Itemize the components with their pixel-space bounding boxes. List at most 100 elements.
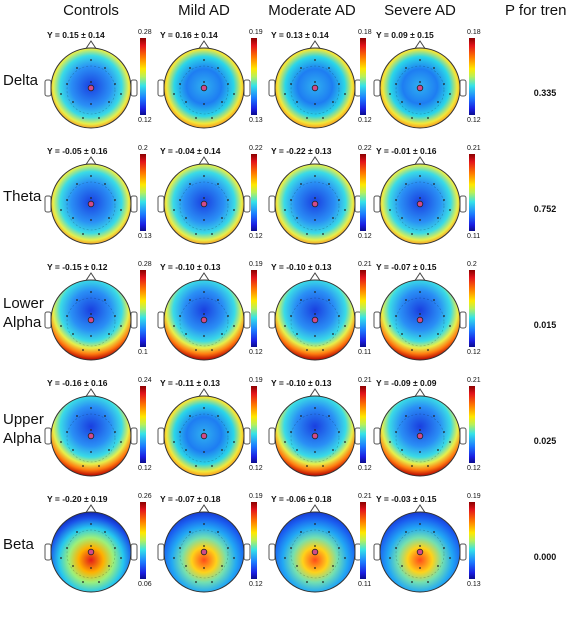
center-marker-icon — [200, 84, 208, 92]
y-statistic: Y = -0.04 ± 0.14 — [160, 146, 221, 156]
center-marker-icon — [416, 316, 424, 324]
contour-line — [395, 65, 445, 115]
electrode-dot — [306, 233, 308, 235]
electrode-dot — [114, 431, 116, 433]
contour-line — [395, 181, 445, 231]
colorbar-min: 0.12 — [249, 465, 263, 472]
colorbar-max: 0.21 — [358, 377, 372, 384]
electrode-dot — [306, 581, 308, 583]
colorbar — [140, 38, 146, 115]
electrode-dot — [66, 83, 68, 85]
left-ear-icon — [268, 311, 276, 329]
y-statistic: Y = -0.07 ± 0.15 — [376, 262, 437, 272]
left-ear-icon — [44, 79, 52, 97]
center-marker-icon — [416, 200, 424, 208]
nose-icon — [413, 388, 427, 399]
right-ear-icon — [130, 543, 138, 561]
electrode-dot — [66, 199, 68, 201]
electrode-dot — [195, 349, 197, 351]
electrode-dot — [411, 233, 413, 235]
electrode-dot — [233, 325, 235, 327]
scalp-topography-map — [268, 388, 362, 477]
colorbar-min: 0.11 — [358, 581, 372, 588]
center-marker-icon — [200, 200, 208, 208]
colorbar-max: 0.21 — [358, 493, 372, 500]
electrode-dot — [203, 429, 205, 431]
electrode-dot — [104, 299, 106, 301]
right-ear-icon — [243, 543, 251, 561]
colorbar — [360, 502, 366, 579]
left-ear-icon — [157, 311, 165, 329]
electrode-dot — [90, 313, 92, 315]
left-ear-icon — [157, 427, 165, 445]
scalp-topography-map — [157, 504, 251, 593]
electrode-dot — [104, 531, 106, 533]
electrode-dot — [211, 581, 213, 583]
electrode-dot — [314, 335, 316, 337]
electrode-dot — [427, 465, 429, 467]
electrode-dot — [203, 175, 205, 177]
electrode-dot — [332, 333, 334, 335]
left-ear-icon — [268, 195, 276, 213]
electrode-dot — [66, 315, 68, 317]
center-marker-icon — [311, 84, 319, 92]
electrode-dot — [405, 531, 407, 533]
electrode-dot — [76, 531, 78, 533]
colorbar-max: 0.2 — [138, 145, 148, 152]
colorbar-max: 0.19 — [249, 29, 263, 36]
electrode-dot — [90, 219, 92, 221]
colorbar-max: 0.19 — [249, 261, 263, 268]
scalp-topography-map — [157, 388, 251, 477]
electrode-dot — [90, 429, 92, 431]
electrode-dot — [328, 531, 330, 533]
right-ear-icon — [243, 427, 251, 445]
contour-line — [179, 413, 229, 463]
electrode-dot — [179, 547, 181, 549]
y-statistic: Y = 0.15 ± 0.14 — [47, 30, 105, 40]
scalp-topography-map — [44, 388, 138, 477]
y-statistic: Y = -0.09 ± 0.09 — [376, 378, 437, 388]
electrode-dot — [411, 581, 413, 583]
nose-icon — [413, 504, 427, 515]
electrode-dot — [419, 291, 421, 293]
colorbar-min: 0.12 — [467, 465, 481, 472]
left-ear-icon — [373, 79, 381, 97]
y-statistic: Y = -0.16 ± 0.16 — [47, 378, 108, 388]
electrode-dot — [60, 93, 62, 95]
center-marker-icon — [87, 200, 95, 208]
nose-icon — [413, 40, 427, 51]
left-ear-icon — [44, 543, 52, 561]
electrode-dot — [322, 117, 324, 119]
scalp-topography-map — [373, 156, 467, 245]
electrode-dot — [114, 199, 116, 201]
electrode-dot — [332, 101, 334, 103]
electrode-dot — [332, 217, 334, 219]
electrode-dot — [419, 567, 421, 569]
electrode-dot — [314, 103, 316, 105]
electrode-dot — [427, 233, 429, 235]
band-label: Lower Alpha — [3, 294, 44, 332]
colorbar — [251, 270, 257, 347]
electrode-dot — [395, 547, 397, 549]
electrode-dot — [82, 581, 84, 583]
electrode-dot — [82, 233, 84, 235]
contour-line — [290, 413, 340, 463]
electrode-dot — [72, 217, 74, 219]
electrode-dot — [203, 59, 205, 61]
right-ear-icon — [459, 195, 467, 213]
right-ear-icon — [243, 311, 251, 329]
scalp-topography-map — [44, 40, 138, 129]
colorbar — [360, 270, 366, 347]
electrode-dot — [72, 565, 74, 567]
electrode-dot — [395, 315, 397, 317]
contour-line — [179, 65, 229, 115]
electrode-dot — [314, 407, 316, 409]
electrode-dot — [405, 299, 407, 301]
electrode-dot — [82, 465, 84, 467]
electrode-dot — [338, 315, 340, 317]
electrode-dot — [227, 83, 229, 85]
electrode-dot — [314, 451, 316, 453]
electrode-dot — [332, 565, 334, 567]
scalp-topography-map — [373, 40, 467, 129]
y-statistic: Y = -0.15 ± 0.12 — [47, 262, 108, 272]
